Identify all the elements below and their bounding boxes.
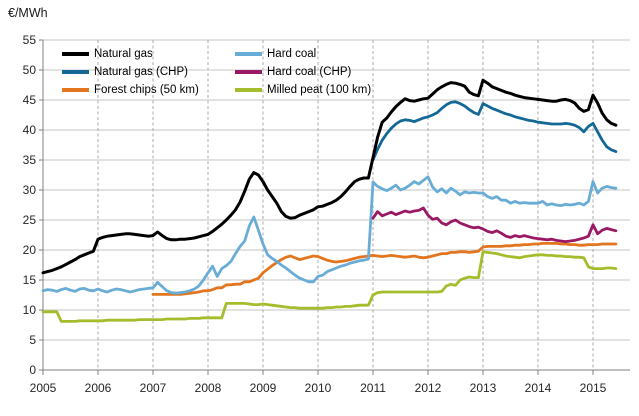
legend-label-forest-chips: Forest chips (50 km) — [94, 84, 199, 96]
legend-label-hard-coal-chp: Hard coal (CHP) — [267, 66, 352, 78]
legend-item-hard-coal: Hard coal — [235, 45, 371, 63]
legend-swatch-hard-coal — [235, 52, 262, 56]
legend-label-natural-gas-chp: Natural gas (CHP) — [94, 66, 188, 78]
legend-item-hard-coal-chp: Hard coal (CHP) — [235, 63, 371, 81]
y-tick-label: 40 — [23, 123, 37, 137]
x-tick-label: 2007 — [140, 381, 167, 395]
legend-swatch-natural-gas — [62, 52, 89, 56]
series-line-natural-gas — [41, 78, 618, 275]
legend-label-natural-gas: Natural gas — [94, 48, 153, 60]
series-line-natural-gas-chp — [371, 100, 618, 162]
legend-item-forest-chips: Forest chips (50 km) — [62, 81, 235, 99]
legend-column-2: Hard coal Hard coal (CHP) Milled peat (100… — [235, 45, 371, 99]
y-tick-label: 25 — [23, 213, 37, 227]
y-tick-label: 30 — [23, 183, 37, 197]
y-tick-label: 55 — [23, 33, 37, 47]
x-tick-label: 2011 — [360, 381, 386, 395]
legend-item-natural-gas-chp: Natural gas (CHP) — [62, 63, 235, 81]
y-tick-label: 10 — [23, 303, 37, 317]
x-tick-label: 2009 — [250, 381, 277, 395]
series-line-forest-chips — [151, 242, 618, 296]
y-tick-label: 50 — [23, 63, 37, 77]
x-tick-label: 2006 — [85, 381, 112, 395]
x-tick-label: 2005 — [30, 381, 57, 395]
y-tick-label: 45 — [23, 93, 37, 107]
legend-label-hard-coal: Hard coal — [267, 48, 317, 60]
legend-label-milled-peat: Milled peat (100 km) — [267, 84, 372, 96]
legend-item-milled-peat: Milled peat (100 km) — [235, 81, 371, 99]
legend-swatch-forest-chips — [62, 88, 89, 92]
legend-swatch-natural-gas-chp — [62, 70, 89, 74]
y-axis-unit-label: €/MWh — [8, 6, 48, 20]
series-line-hard-coal — [41, 175, 618, 295]
series-line-hard-coal-chp — [371, 206, 618, 243]
legend-column-1: Natural gas Natural gas (CHP) Forest chips… — [62, 45, 235, 99]
x-tick-label: 2014 — [525, 381, 552, 395]
legend-swatch-milled-peat — [235, 88, 262, 92]
y-tick-label: 0 — [29, 363, 36, 377]
x-tick-label: 2015 — [580, 381, 607, 395]
series-line-milled-peat — [41, 250, 618, 323]
legend: Natural gas Natural gas (CHP) Forest chips… — [62, 45, 371, 99]
legend-swatch-hard-coal-chp — [235, 70, 262, 74]
y-tick-label: 15 — [23, 273, 37, 287]
x-tick-label: 2012 — [415, 381, 442, 395]
y-tick-label: 20 — [23, 243, 37, 257]
x-tick-label: 2010 — [305, 381, 332, 395]
y-tick-label: 5 — [29, 333, 36, 347]
x-tick-label: 2008 — [195, 381, 222, 395]
legend-item-natural-gas: Natural gas — [62, 45, 235, 63]
x-tick-label: 2013 — [470, 381, 497, 395]
y-tick-label: 35 — [23, 153, 37, 167]
